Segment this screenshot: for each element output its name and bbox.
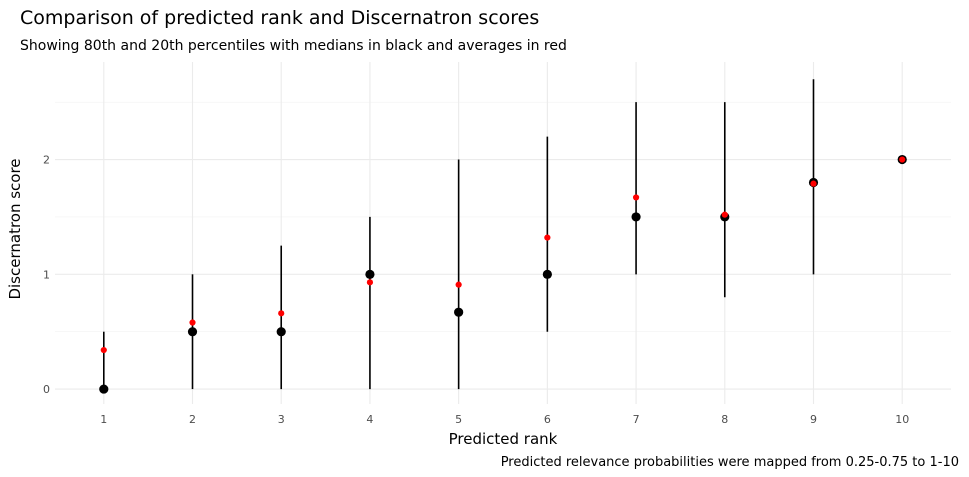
x-tick-label: 3 <box>278 413 285 426</box>
median-point <box>542 269 552 279</box>
median-point <box>365 269 375 279</box>
average-point <box>366 279 374 286</box>
average-point <box>544 234 551 241</box>
average-point <box>278 310 285 317</box>
x-tick-label: 4 <box>366 413 373 426</box>
median-point <box>99 384 109 394</box>
average-point <box>100 346 107 354</box>
chart-subtitle: Showing 80th and 20th percentiles with m… <box>20 38 567 54</box>
median-point <box>454 307 464 317</box>
median-point <box>276 327 286 337</box>
average-point <box>455 281 462 288</box>
y-tick-label: 0 <box>43 383 50 396</box>
y-tick-label: 2 <box>43 154 50 167</box>
x-tick-label: 8 <box>721 413 728 426</box>
average-point <box>810 180 817 187</box>
major-gridlines <box>55 62 951 404</box>
y-tick-label: 1 <box>43 268 50 281</box>
median-points <box>99 154 907 394</box>
average-point <box>632 194 640 201</box>
y-tick-labels: 0 1 2 <box>43 154 50 397</box>
x-tick-labels: 1 2 3 4 5 6 7 8 9 10 <box>100 413 909 426</box>
x-axis-title: Predicted rank <box>449 430 558 448</box>
x-tick-label: 2 <box>189 413 196 426</box>
minor-gridlines <box>55 101 951 332</box>
x-tick-label: 1 <box>100 413 107 426</box>
median-point <box>187 327 198 337</box>
x-tick-label: 5 <box>455 413 462 426</box>
x-tick-label: 9 <box>810 413 817 426</box>
chart-caption: Predicted relevance probabilities were m… <box>501 455 959 470</box>
x-tick-label: 7 <box>633 413 640 426</box>
average-points <box>100 156 906 354</box>
chart-title: Comparison of predicted rank and Discern… <box>20 7 539 29</box>
average-point <box>721 211 728 218</box>
y-axis-title: Discernatron score <box>6 158 24 299</box>
median-point <box>631 212 641 222</box>
average-point <box>189 319 196 326</box>
x-tick-label: 10 <box>895 413 909 426</box>
x-tick-label: 6 <box>544 413 551 426</box>
average-point <box>899 156 906 163</box>
